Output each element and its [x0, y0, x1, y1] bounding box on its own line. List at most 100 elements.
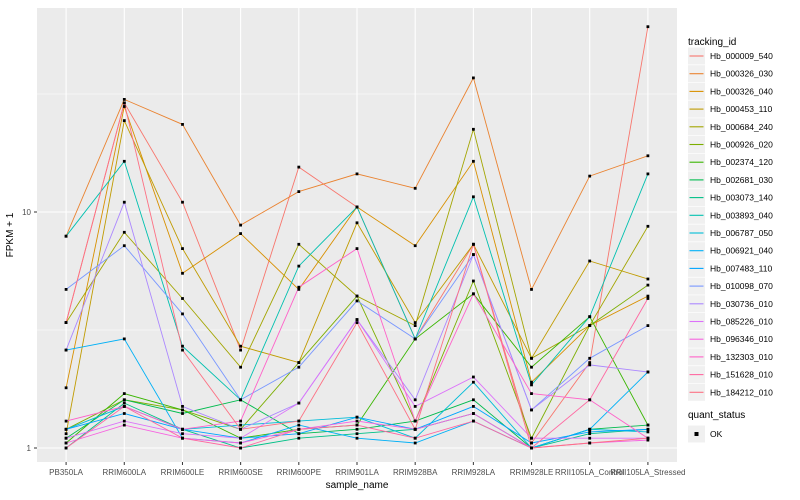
- data-point: [181, 432, 184, 436]
- legend-label-ok: OK: [710, 429, 723, 439]
- data-point: [472, 398, 475, 402]
- y-axis-title: FPKM + 1: [5, 212, 16, 257]
- data-point: [297, 419, 301, 423]
- data-point: [239, 344, 242, 348]
- data-point: [472, 375, 475, 379]
- data-point: [239, 232, 242, 235]
- legend-label-Hb_132303_010: Hb_132303_010: [710, 352, 773, 362]
- legend-label-Hb_010098_070: Hb_010098_070: [710, 281, 773, 291]
- data-point: [413, 427, 417, 431]
- data-point: [413, 441, 417, 445]
- legend-title-quant-status: quant_status: [688, 410, 745, 421]
- data-point: [122, 244, 126, 248]
- data-point: [239, 348, 242, 352]
- data-point: [297, 427, 301, 431]
- data-point: [239, 436, 242, 440]
- data-point: [297, 361, 301, 364]
- x-axis-title: sample_name: [326, 480, 389, 491]
- data-point: [646, 423, 650, 427]
- data-point: [181, 312, 184, 316]
- x-tick-label: PB350LA: [49, 468, 83, 477]
- data-point: [646, 294, 650, 298]
- legend-label-Hb_000926_020: Hb_000926_020: [710, 140, 773, 150]
- data-point: [355, 427, 359, 431]
- data-point: [122, 105, 126, 108]
- data-point: [588, 356, 592, 360]
- legend-label-Hb_000326_040: Hb_000326_040: [710, 86, 773, 96]
- data-point: [64, 441, 68, 445]
- data-point: [122, 230, 126, 234]
- data-point: [530, 446, 533, 450]
- data-point: [239, 427, 242, 431]
- data-point: [64, 432, 68, 436]
- data-point: [646, 224, 650, 228]
- data-point: [472, 412, 475, 415]
- data-point: [646, 25, 650, 29]
- data-point: [413, 324, 417, 327]
- data-point: [472, 127, 475, 131]
- legend-title-tracking-id: tracking_id: [688, 37, 736, 48]
- legend-label-Hb_006787_050: Hb_006787_050: [710, 228, 773, 238]
- legend-label-Hb_003893_040: Hb_003893_040: [710, 210, 773, 220]
- data-point: [355, 247, 359, 250]
- data-point: [588, 436, 592, 440]
- data-point: [530, 356, 533, 360]
- data-point: [355, 436, 359, 440]
- data-point: [530, 365, 533, 369]
- data-point: [181, 412, 184, 415]
- data-point: [530, 380, 533, 384]
- data-point: [181, 405, 184, 408]
- data-point: [297, 242, 301, 246]
- data-point: [181, 344, 184, 348]
- data-point: [413, 405, 417, 408]
- legend-label-Hb_007483_110: Hb_007483_110: [710, 263, 773, 273]
- data-point: [355, 172, 359, 176]
- data-point: [588, 174, 592, 178]
- data-point: [646, 436, 650, 440]
- data-point: [297, 288, 301, 291]
- data-point: [64, 419, 68, 423]
- data-point: [355, 318, 359, 321]
- data-point: [64, 234, 68, 238]
- data-point: [355, 321, 359, 324]
- data-point: [64, 436, 68, 440]
- data-point: [297, 264, 301, 268]
- data-point: [413, 321, 417, 324]
- data-point: [122, 200, 126, 204]
- legend-label-Hb_000009_540: Hb_000009_540: [710, 51, 773, 61]
- data-point: [355, 299, 359, 303]
- data-point: [588, 315, 592, 319]
- data-point: [181, 297, 184, 300]
- x-tick-label: RRIM928LE: [510, 468, 554, 477]
- data-point: [122, 398, 126, 402]
- data-point: [355, 221, 359, 225]
- x-tick-label: RRII105LA_Stressed: [610, 468, 685, 477]
- data-point: [646, 324, 650, 327]
- data-point: [181, 427, 184, 431]
- legend-label-Hb_184212_010: Hb_184212_010: [710, 387, 773, 397]
- legend-label-Hb_000453_110: Hb_000453_110: [710, 104, 773, 114]
- data-point: [239, 419, 242, 423]
- data-point: [472, 380, 475, 384]
- data-point: [646, 172, 650, 176]
- legend-label-Hb_000684_240: Hb_000684_240: [710, 122, 773, 132]
- data-point: [472, 195, 475, 199]
- data-point: [355, 205, 359, 209]
- data-point: [64, 427, 68, 431]
- data-point: [472, 242, 475, 246]
- data-point: [588, 432, 592, 436]
- x-tick-label: RRIM928LA: [452, 468, 496, 477]
- x-tick-label: RRIM600LE: [161, 468, 205, 477]
- data-point: [181, 123, 184, 126]
- data-point: [64, 348, 68, 352]
- x-tick-label: RRIM600SE: [218, 468, 262, 477]
- data-point: [646, 370, 650, 374]
- data-point: [122, 337, 126, 341]
- legend-label-Hb_030736_010: Hb_030736_010: [710, 299, 773, 309]
- legend-label-Hb_096346_010: Hb_096346_010: [710, 334, 773, 344]
- data-point: [122, 423, 126, 427]
- data-point: [64, 446, 68, 450]
- x-tick-label: RRII105LA_Control: [555, 468, 625, 477]
- data-point: [588, 361, 592, 364]
